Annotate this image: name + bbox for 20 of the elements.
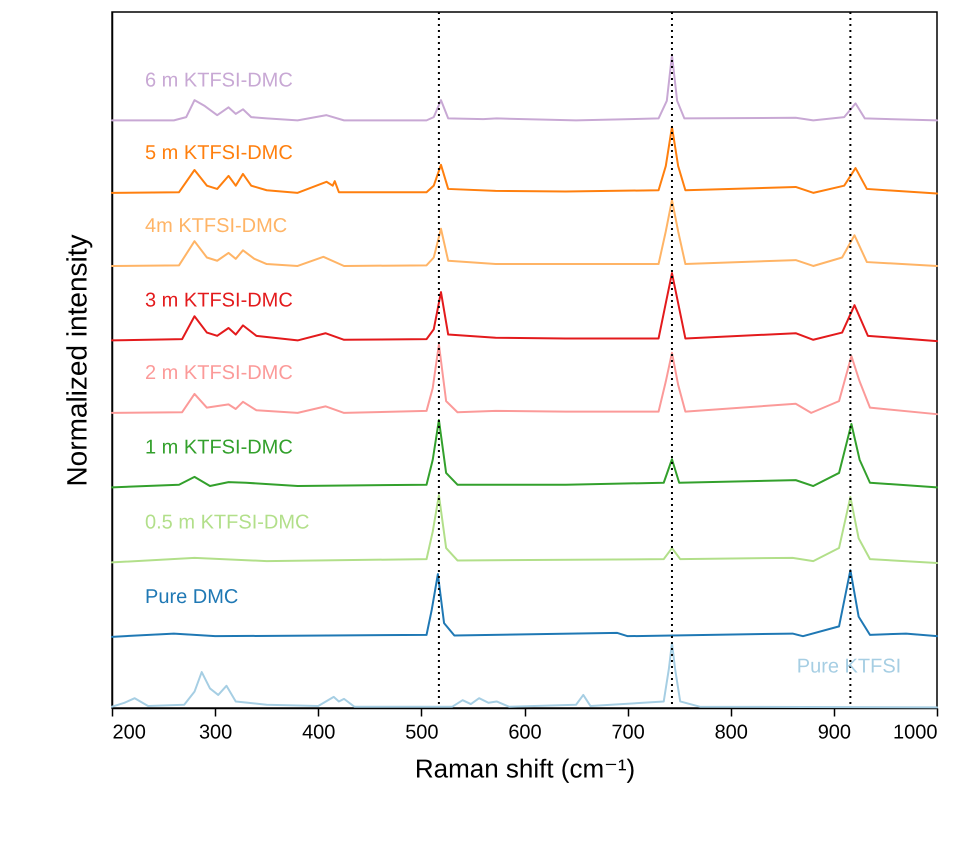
x-axis-title: Raman shift (cm⁻¹) [414, 754, 636, 784]
x-tick-label: 700 [611, 722, 645, 744]
series-label: 1 m KTFSI-DMC [145, 436, 293, 458]
x-tick-label: 200 [112, 722, 146, 744]
series-label: 3 m KTFSI-DMC [145, 289, 293, 312]
series-label: Pure KTFSI [796, 656, 902, 678]
series-label: 5 m KTFSI-DMC [145, 142, 293, 164]
x-tick-label: 800 [714, 722, 748, 744]
x-tick-label: 400 [302, 722, 336, 744]
series-label: 6 m KTFSI-DMC [145, 69, 293, 92]
x-tick-label: 600 [508, 722, 542, 744]
x-tick-label: 500 [405, 722, 439, 744]
series-label: Pure DMC [145, 586, 238, 608]
x-tick-label: 900 [818, 722, 852, 744]
y-axis-title: Normalized intensity [62, 234, 92, 487]
x-tick-label: 300 [198, 722, 232, 744]
series-label: 2 m KTFSI-DMC [145, 362, 293, 384]
series-label: 0.5 m KTFSI-DMC [145, 511, 310, 534]
series-label: 4m KTFSI-DMC [145, 214, 288, 237]
x-tick-label: 1000 [893, 722, 938, 744]
